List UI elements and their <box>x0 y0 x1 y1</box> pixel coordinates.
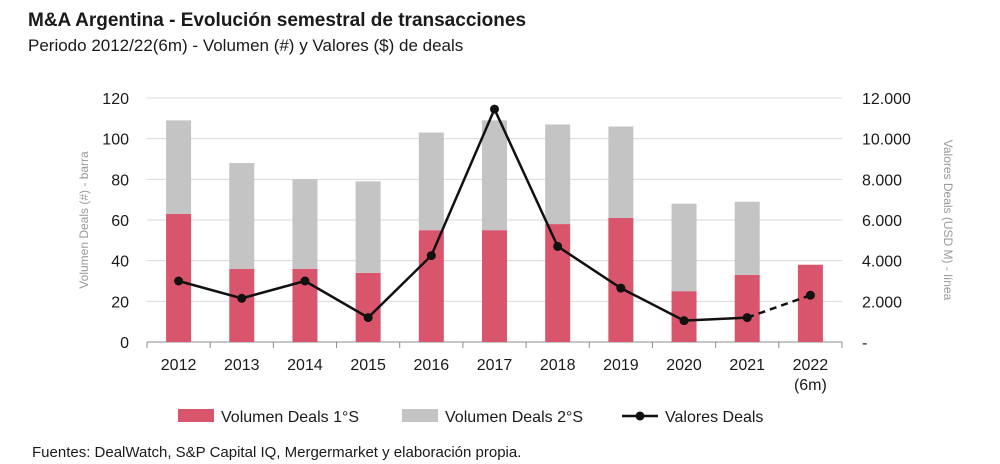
line-point <box>553 241 563 251</box>
bar-2s <box>482 120 507 231</box>
x-tick-label: 2018 <box>540 357 576 374</box>
x-tick-label: 2020 <box>666 357 702 374</box>
y-right-tick-label: - <box>862 335 867 352</box>
line-point <box>300 276 310 286</box>
bar-1s <box>797 264 823 342</box>
x-tick-label: 2022 <box>793 357 829 374</box>
line-point <box>616 283 626 293</box>
line-point <box>805 290 815 300</box>
line-valores <box>178 106 748 322</box>
bar-1s <box>482 230 507 342</box>
x-tick-label: (6m) <box>794 377 827 394</box>
line-point <box>237 293 247 303</box>
bar-1s <box>229 268 255 342</box>
x-tick-label: 2015 <box>350 357 386 374</box>
legend-label: Volumen Deals 1°S <box>221 409 359 426</box>
bar-1s <box>545 224 571 342</box>
legend-label: Volumen Deals 2°S <box>445 409 583 426</box>
x-tick-label: 2016 <box>414 357 450 374</box>
y-tick-label: 100 <box>102 132 129 149</box>
bar-1s <box>418 230 444 342</box>
y-tick-label: 60 <box>111 213 129 230</box>
x-tick-label: 2013 <box>224 357 260 374</box>
line-point <box>742 313 752 323</box>
legend-swatch <box>178 409 214 422</box>
line-point <box>363 313 373 323</box>
y-tick-label: 40 <box>111 254 129 271</box>
bar-2s <box>545 124 571 225</box>
bar-2s <box>608 126 634 218</box>
bar-2s <box>734 201 760 275</box>
x-tick-label: 2019 <box>603 357 639 374</box>
chart-subtitle: Periodo 2012/22(6m) - Volumen (#) y Valo… <box>28 36 464 55</box>
bar-2s <box>355 181 381 273</box>
y-tick-label: 20 <box>111 294 129 311</box>
bar-2s <box>229 163 255 269</box>
y-tick-label: 0 <box>120 335 129 352</box>
x-tick-label: 2021 <box>729 357 765 374</box>
line-point <box>426 251 436 261</box>
x-tick-label: 2017 <box>477 357 513 374</box>
bar-2s <box>166 120 192 214</box>
y-axis-title: Volumen Deals (#) - barra <box>77 151 91 289</box>
bar-2s <box>671 203 697 292</box>
y-right-tick-label: 6.000 <box>862 213 902 230</box>
y-right-tick-label: 12.000 <box>862 91 911 108</box>
y-right-tick-label: 8.000 <box>862 172 902 189</box>
bar-1s <box>734 274 760 342</box>
line-point <box>679 316 689 326</box>
line-point <box>490 104 499 114</box>
x-tick-label: 2014 <box>287 357 323 374</box>
y-right-tick-label: 2.000 <box>862 294 902 311</box>
source-note: Fuentes: DealWatch, S&P Capital IQ, Merg… <box>32 444 522 461</box>
legend-swatch-marker <box>635 411 645 421</box>
y-right-tick-label: 10.000 <box>862 132 911 149</box>
y-right-tick-label: 4.000 <box>862 254 902 271</box>
x-tick-label: 2012 <box>161 357 197 374</box>
y-tick-label: 80 <box>111 172 129 189</box>
y-tick-label: 120 <box>102 91 129 108</box>
combo-chart: 0 20 40 60 80 100 120 - 2.000 4.000 6.000 8.000 10.0… <box>77 91 955 426</box>
bar-1s <box>608 217 634 342</box>
y-right-axis-title: Valores Deals (USD M) - línea <box>941 140 955 301</box>
line-point <box>174 276 184 286</box>
bar-2s <box>418 132 444 231</box>
chart-title: M&A Argentina - Evolución semestral de t… <box>28 10 527 31</box>
bar-2s <box>292 179 318 269</box>
legend-label: Valores Deals <box>665 409 763 426</box>
bar-1s <box>355 272 381 342</box>
legend-swatch <box>402 409 438 422</box>
